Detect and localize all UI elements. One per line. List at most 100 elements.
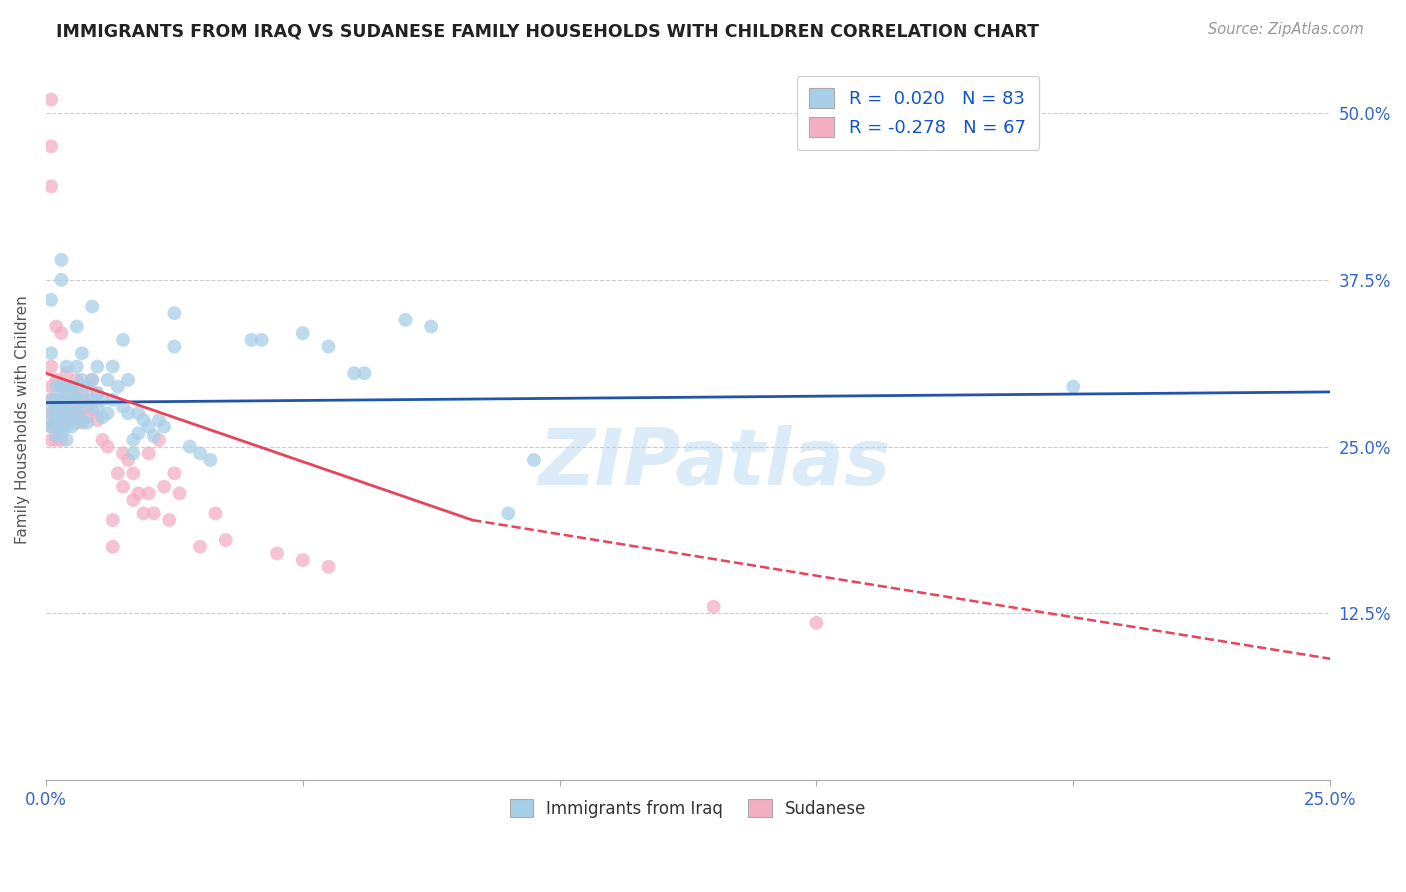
Point xyxy=(353,366,375,380)
Point xyxy=(45,379,67,393)
Point xyxy=(138,486,160,500)
Point xyxy=(55,419,77,434)
Legend: Immigrants from Iraq, Sudanese: Immigrants from Iraq, Sudanese xyxy=(502,790,875,826)
Point xyxy=(318,559,340,574)
Point xyxy=(163,340,186,354)
Point xyxy=(39,419,62,434)
Point xyxy=(132,413,155,427)
Point xyxy=(107,467,129,481)
Point xyxy=(45,410,67,425)
Point xyxy=(55,402,77,417)
Point xyxy=(45,429,67,443)
Point xyxy=(51,426,73,441)
Point xyxy=(76,379,98,393)
Point xyxy=(39,179,62,194)
Point xyxy=(496,507,519,521)
Point xyxy=(86,413,108,427)
Point xyxy=(117,406,139,420)
Point xyxy=(45,392,67,407)
Point xyxy=(39,419,62,434)
Point xyxy=(101,392,124,407)
Point xyxy=(55,406,77,420)
Point xyxy=(122,467,145,481)
Point xyxy=(91,410,114,425)
Point xyxy=(91,392,114,407)
Point xyxy=(51,402,73,417)
Point xyxy=(51,400,73,414)
Point xyxy=(39,413,62,427)
Point xyxy=(39,402,62,417)
Point xyxy=(91,433,114,447)
Point xyxy=(76,400,98,414)
Point xyxy=(157,513,180,527)
Point xyxy=(169,486,191,500)
Point xyxy=(39,93,62,107)
Point xyxy=(153,480,176,494)
Point xyxy=(86,402,108,417)
Point xyxy=(45,402,67,417)
Text: IMMIGRANTS FROM IRAQ VS SUDANESE FAMILY HOUSEHOLDS WITH CHILDREN CORRELATION CHA: IMMIGRANTS FROM IRAQ VS SUDANESE FAMILY … xyxy=(56,22,1039,40)
Point xyxy=(107,379,129,393)
Point xyxy=(204,507,226,521)
Point xyxy=(60,406,83,420)
Point xyxy=(127,426,149,441)
Text: Source: ZipAtlas.com: Source: ZipAtlas.com xyxy=(1208,22,1364,37)
Point xyxy=(97,406,120,420)
Point xyxy=(51,273,73,287)
Point xyxy=(291,326,314,341)
Point xyxy=(76,416,98,430)
Point xyxy=(117,453,139,467)
Point xyxy=(55,416,77,430)
Point xyxy=(51,379,73,393)
Point xyxy=(51,413,73,427)
Point xyxy=(51,379,73,393)
Point xyxy=(163,467,186,481)
Point xyxy=(188,446,211,460)
Point xyxy=(39,392,62,407)
Point xyxy=(66,392,89,407)
Point xyxy=(45,419,67,434)
Point xyxy=(82,402,104,417)
Point xyxy=(111,333,134,347)
Point xyxy=(45,433,67,447)
Point xyxy=(97,373,120,387)
Point xyxy=(60,392,83,407)
Point xyxy=(82,373,104,387)
Point xyxy=(45,419,67,434)
Point xyxy=(82,392,104,407)
Point xyxy=(127,486,149,500)
Point xyxy=(66,373,89,387)
Point xyxy=(70,413,93,427)
Point xyxy=(70,373,93,387)
Point xyxy=(39,379,62,393)
Text: ZIPatlas: ZIPatlas xyxy=(537,425,890,501)
Point xyxy=(215,533,238,547)
Point xyxy=(250,333,273,347)
Point xyxy=(66,359,89,374)
Point xyxy=(148,433,170,447)
Point xyxy=(51,326,73,341)
Point xyxy=(138,446,160,460)
Point xyxy=(51,419,73,434)
Point xyxy=(76,392,98,407)
Point xyxy=(70,416,93,430)
Point xyxy=(66,416,89,430)
Point xyxy=(132,507,155,521)
Point xyxy=(82,373,104,387)
Point xyxy=(55,359,77,374)
Point xyxy=(60,413,83,427)
Point xyxy=(55,433,77,447)
Point xyxy=(45,319,67,334)
Y-axis label: Family Households with Children: Family Households with Children xyxy=(15,295,30,544)
Point xyxy=(66,386,89,401)
Point xyxy=(51,433,73,447)
Point xyxy=(51,252,73,267)
Point xyxy=(66,406,89,420)
Point xyxy=(420,319,443,334)
Point xyxy=(101,359,124,374)
Point xyxy=(148,413,170,427)
Point xyxy=(70,402,93,417)
Point xyxy=(39,359,62,374)
Point xyxy=(153,419,176,434)
Point xyxy=(97,440,120,454)
